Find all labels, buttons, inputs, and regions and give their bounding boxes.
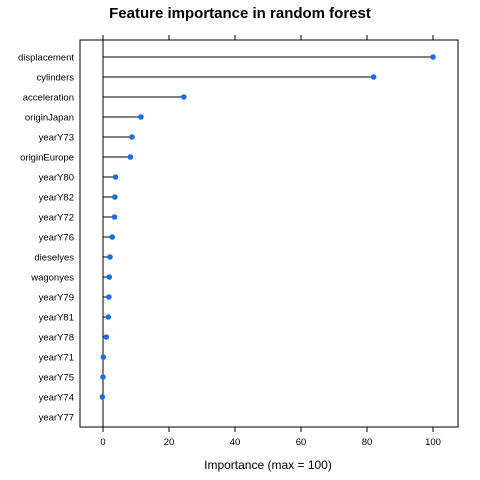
feature-label: yearY74 [39,393,74,404]
feature-label: yearY75 [39,373,74,384]
x-tick-label: 20 [164,437,175,448]
feature-label: cylinders [37,73,75,84]
x-tick-label: 100 [425,437,441,448]
feature-label: yearY78 [39,333,74,344]
feature-label: dieselyes [34,253,74,264]
importance-point [181,94,187,100]
importance-point [100,374,106,380]
stems [102,56,433,398]
importance-point [107,254,113,260]
feature-labels: displacement cylinders acceleration originJ… [18,53,74,424]
x-tick-label: 80 [362,437,373,448]
feature-label: yearY79 [39,293,74,304]
importance-point [129,134,135,140]
importance-point [103,334,110,340]
importance-point [105,314,112,320]
importance-point [430,54,436,60]
feature-label: wagonyes [30,273,74,284]
feature-label: yearY73 [39,133,74,144]
importance-point [100,354,107,360]
x-axis-bottom: 0 20 40 60 80 100 [100,427,441,448]
importance-point [99,394,106,400]
importance-point [112,174,119,180]
feature-label: yearY71 [39,353,74,364]
importance-point [112,194,118,200]
feature-label: originEurope [20,153,74,164]
feature-label: yearY82 [39,193,74,204]
importance-point [106,294,112,300]
points [99,54,436,400]
plot-frame [79,39,459,428]
importance-point [106,274,113,280]
feature-label: yearY76 [39,233,74,244]
x-axis-top [102,35,434,40]
feature-label: yearY80 [39,173,74,184]
chart-title: Feature importance in random forest [109,5,371,22]
importance-point [109,234,116,240]
feature-label: acceleration [23,93,74,104]
importance-point [138,114,144,120]
importance-point [370,74,377,80]
feature-label: yearY77 [39,413,74,424]
x-tick-label: 40 [230,437,241,448]
feature-label: yearY72 [39,213,74,224]
feature-label: displacement [18,53,74,64]
x-axis-label: Importance (max = 100) [204,458,332,472]
feature-label: originJapan [25,113,74,124]
x-tick-label: 60 [296,437,307,448]
x-tick-label: 0 [100,437,105,448]
importance-point [127,154,134,160]
importance-point [111,214,118,220]
feature-label: yearY81 [39,313,74,324]
